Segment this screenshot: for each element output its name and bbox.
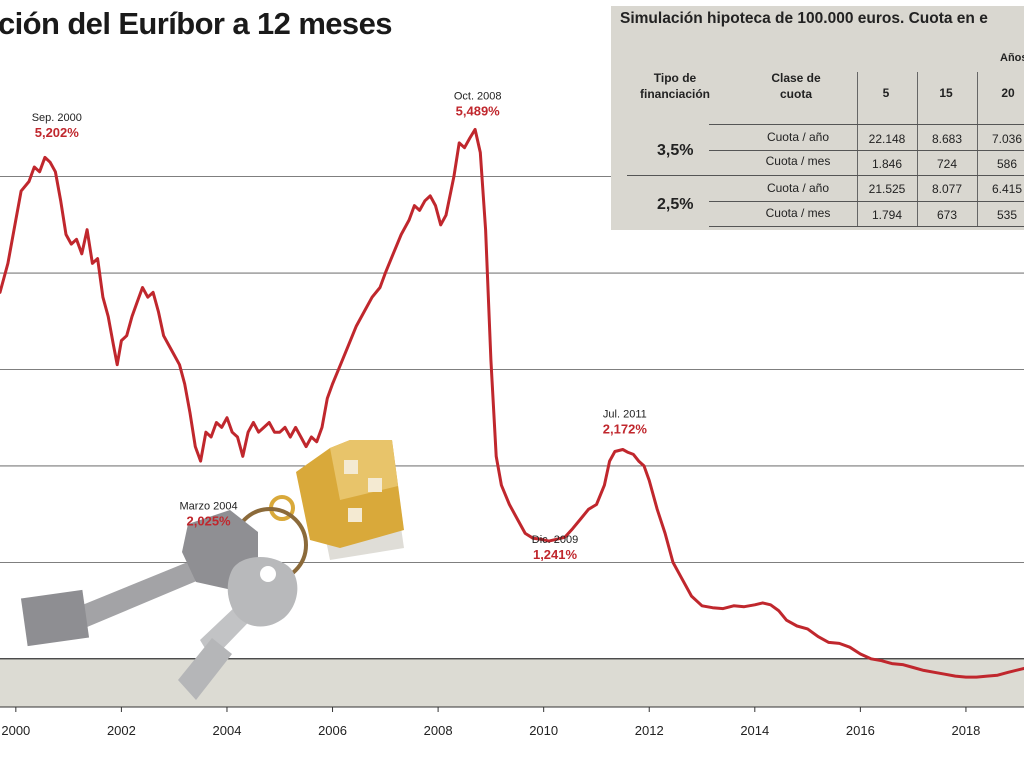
annotation-date: Oct. 2008 [454,90,502,102]
row1-month-20: 586 [996,157,1018,171]
col-header-clase: Clase de cuota [741,70,851,102]
rule-4 [709,201,1024,202]
house-window-3 [348,508,362,522]
rate-2-5: 2,5% [657,196,694,213]
row1-year-15: 8.683 [931,132,963,146]
annotation-date: Sep. 2000 [32,112,82,124]
house-window-2 [368,478,382,492]
x-tick-label: 2000 [1,723,30,738]
row2-month-20: 535 [996,208,1018,222]
row2-year-20: 6.415 [991,182,1023,196]
house-window-1 [344,460,358,474]
rate-3-5: 3,5% [657,142,694,159]
mortgage-simulation-table: Simulación hipoteca de 100.000 euros. Cu… [611,6,1024,230]
year-col-15: 15 [939,86,953,100]
annotation-date: Jul. 2011 [603,408,647,420]
rule-1 [709,124,1024,125]
row2-month-5: 1.794 [871,208,903,222]
col-divider-3 [977,72,978,226]
x-tick-label: 2006 [318,723,347,738]
col-header-clase-line-2: cuota [779,87,812,101]
row1-kind-month: Cuota / mes [765,154,831,168]
key-2-bit [178,638,232,700]
annotation-value: 5,489% [456,103,501,118]
col-divider-1 [857,72,858,226]
year-col-20: 20 [1001,86,1015,100]
col-divider-2 [917,72,918,226]
col-header-tipo: Tipo de financiación [625,70,725,102]
row2-year-5: 21.525 [868,182,906,196]
x-tick-label: 2018 [951,723,980,738]
annotation-value: 1,241% [533,547,578,562]
annotation-date: Dic. 2009 [532,534,578,546]
x-tick-label: 2010 [529,723,558,738]
key-1-blade [70,555,218,630]
years-label: Años [1000,52,1024,64]
row2-kind-month: Cuota / mes [765,206,831,220]
euribor-series-line [0,127,1024,679]
keys-house-illustration [20,440,404,700]
x-tick-label: 2008 [424,723,453,738]
col-header-tipo-line-2: financiación [639,87,710,101]
row1-year-5: 22.148 [868,132,906,146]
annotation-value: 2,025% [187,514,232,529]
row1-year-20: 7.036 [991,132,1023,146]
rule-2 [709,150,1024,151]
x-tick-label: 2016 [846,723,875,738]
row1-kind-year: Cuota / año [766,130,830,144]
key-1-bit [20,589,90,647]
col-header-clase-line-1: Clase de [771,71,821,85]
year-col-5: 5 [882,86,890,100]
annotation-date: Marzo 2004 [180,501,238,513]
chart-title: ción del Euríbor a 12 meses [0,6,392,41]
annotation-value: 2,172% [603,421,648,436]
key-2-head [227,556,298,627]
x-tick-label: 2014 [740,723,769,738]
row2-month-15: 673 [936,208,958,222]
simulation-title: Simulación hipoteca de 100.000 euros. Cu… [620,10,988,27]
col-header-tipo-line-1: Tipo de [653,71,697,85]
row1-month-15: 724 [936,157,958,171]
row2-year-15: 8.077 [931,182,963,196]
row2-kind-year: Cuota / año [766,181,830,195]
x-tick-label: 2002 [107,723,136,738]
row1-month-5: 1.846 [871,157,903,171]
rule-3 [627,175,1024,176]
key-2-hole [260,566,276,582]
rule-5 [709,226,1024,227]
below-zero-band [0,658,1024,707]
x-tick-label: 2012 [635,723,664,738]
x-tick-label: 2004 [213,723,242,738]
annotation-value: 5,202% [35,125,80,140]
